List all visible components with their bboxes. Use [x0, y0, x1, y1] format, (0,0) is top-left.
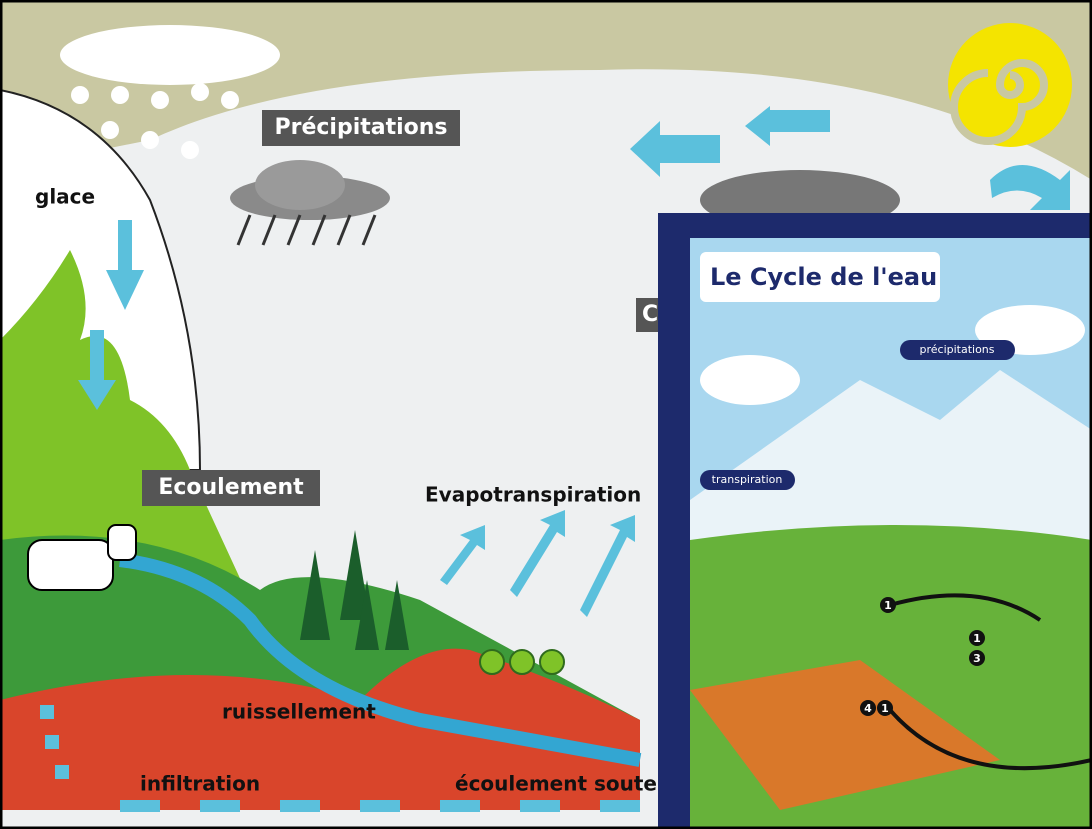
poster-label: transpiration [712, 473, 783, 486]
label: écoulement soute [455, 772, 657, 796]
marker-number: 3 [973, 652, 981, 665]
marker-number: 4 [864, 702, 872, 715]
label: infiltration [140, 772, 260, 796]
poster-cloud [700, 355, 800, 405]
poster-label: précipitations [919, 343, 994, 356]
label: Ecoulement [158, 475, 304, 500]
poster-title: Le Cycle de l'eau [710, 263, 937, 291]
label: ruissellement [222, 700, 376, 724]
bushes [480, 650, 564, 674]
marker-number: 1 [881, 702, 889, 715]
label: glace [35, 185, 95, 209]
label: Précipitations [274, 115, 447, 140]
inset-poster: Le Cycle de l'eau précipitations transpi… [658, 213, 1092, 829]
rain-cloud [255, 160, 345, 210]
label: Evapotranspiration [425, 483, 641, 507]
cloud [60, 25, 280, 85]
marker-number: 1 [884, 599, 892, 612]
water-cycle-diagram: Précipitations glace Ecoulement Evapotra… [0, 0, 1092, 829]
marker-number: 1 [973, 632, 981, 645]
label: C [642, 302, 658, 327]
